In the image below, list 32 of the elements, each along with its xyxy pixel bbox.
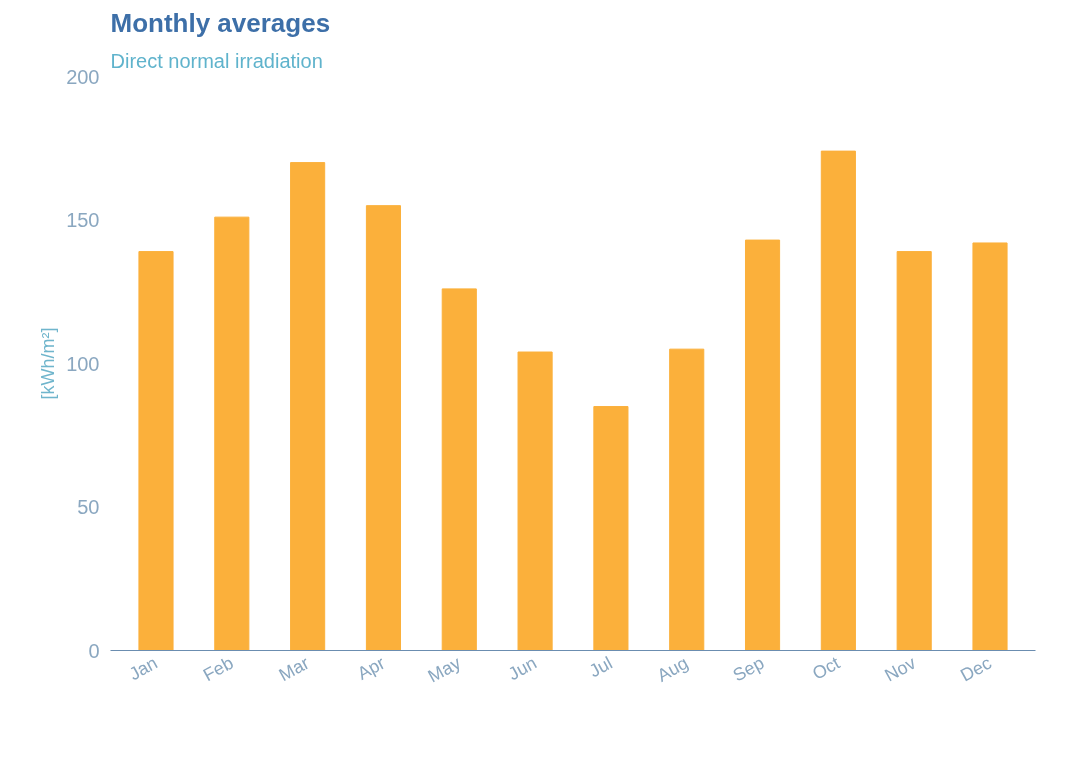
bar <box>593 406 629 651</box>
bar <box>972 242 1008 651</box>
x-tick-label: Jan <box>125 652 161 685</box>
x-tick-label: Jul <box>585 652 616 682</box>
bar <box>896 251 932 651</box>
x-tick-label: Nov <box>881 652 919 686</box>
bar <box>365 205 402 651</box>
bar <box>744 239 781 651</box>
y-tick-label: 150 <box>66 209 100 231</box>
x-tick-label: Aug <box>653 652 692 686</box>
bar <box>138 251 174 651</box>
y-axis-title: [kWh/m²] <box>38 327 59 400</box>
x-tick-label: May <box>424 652 465 687</box>
y-tick-label: 200 <box>66 65 100 88</box>
x-tick-label: Feb <box>199 652 237 686</box>
y-tick-label: 0 <box>88 639 100 662</box>
bar <box>214 216 250 651</box>
x-tick-label: Sep <box>729 652 768 686</box>
bar <box>517 351 553 651</box>
chart-subtitle: Direct normal irradiation <box>110 49 323 72</box>
y-tick-label: 100 <box>66 352 100 375</box>
bar <box>290 162 326 651</box>
x-tick-label: Mar <box>275 652 313 686</box>
chart-title: Monthly averages <box>110 7 331 38</box>
x-tick-label: Oct <box>809 652 844 684</box>
bar <box>820 150 856 651</box>
x-tick-label: Jun <box>504 652 540 685</box>
x-tick-label: Apr <box>354 652 389 684</box>
y-tick-label: 50 <box>77 496 100 518</box>
bar <box>669 348 705 651</box>
x-tick-label: Dec <box>957 652 995 686</box>
bar <box>441 288 477 651</box>
